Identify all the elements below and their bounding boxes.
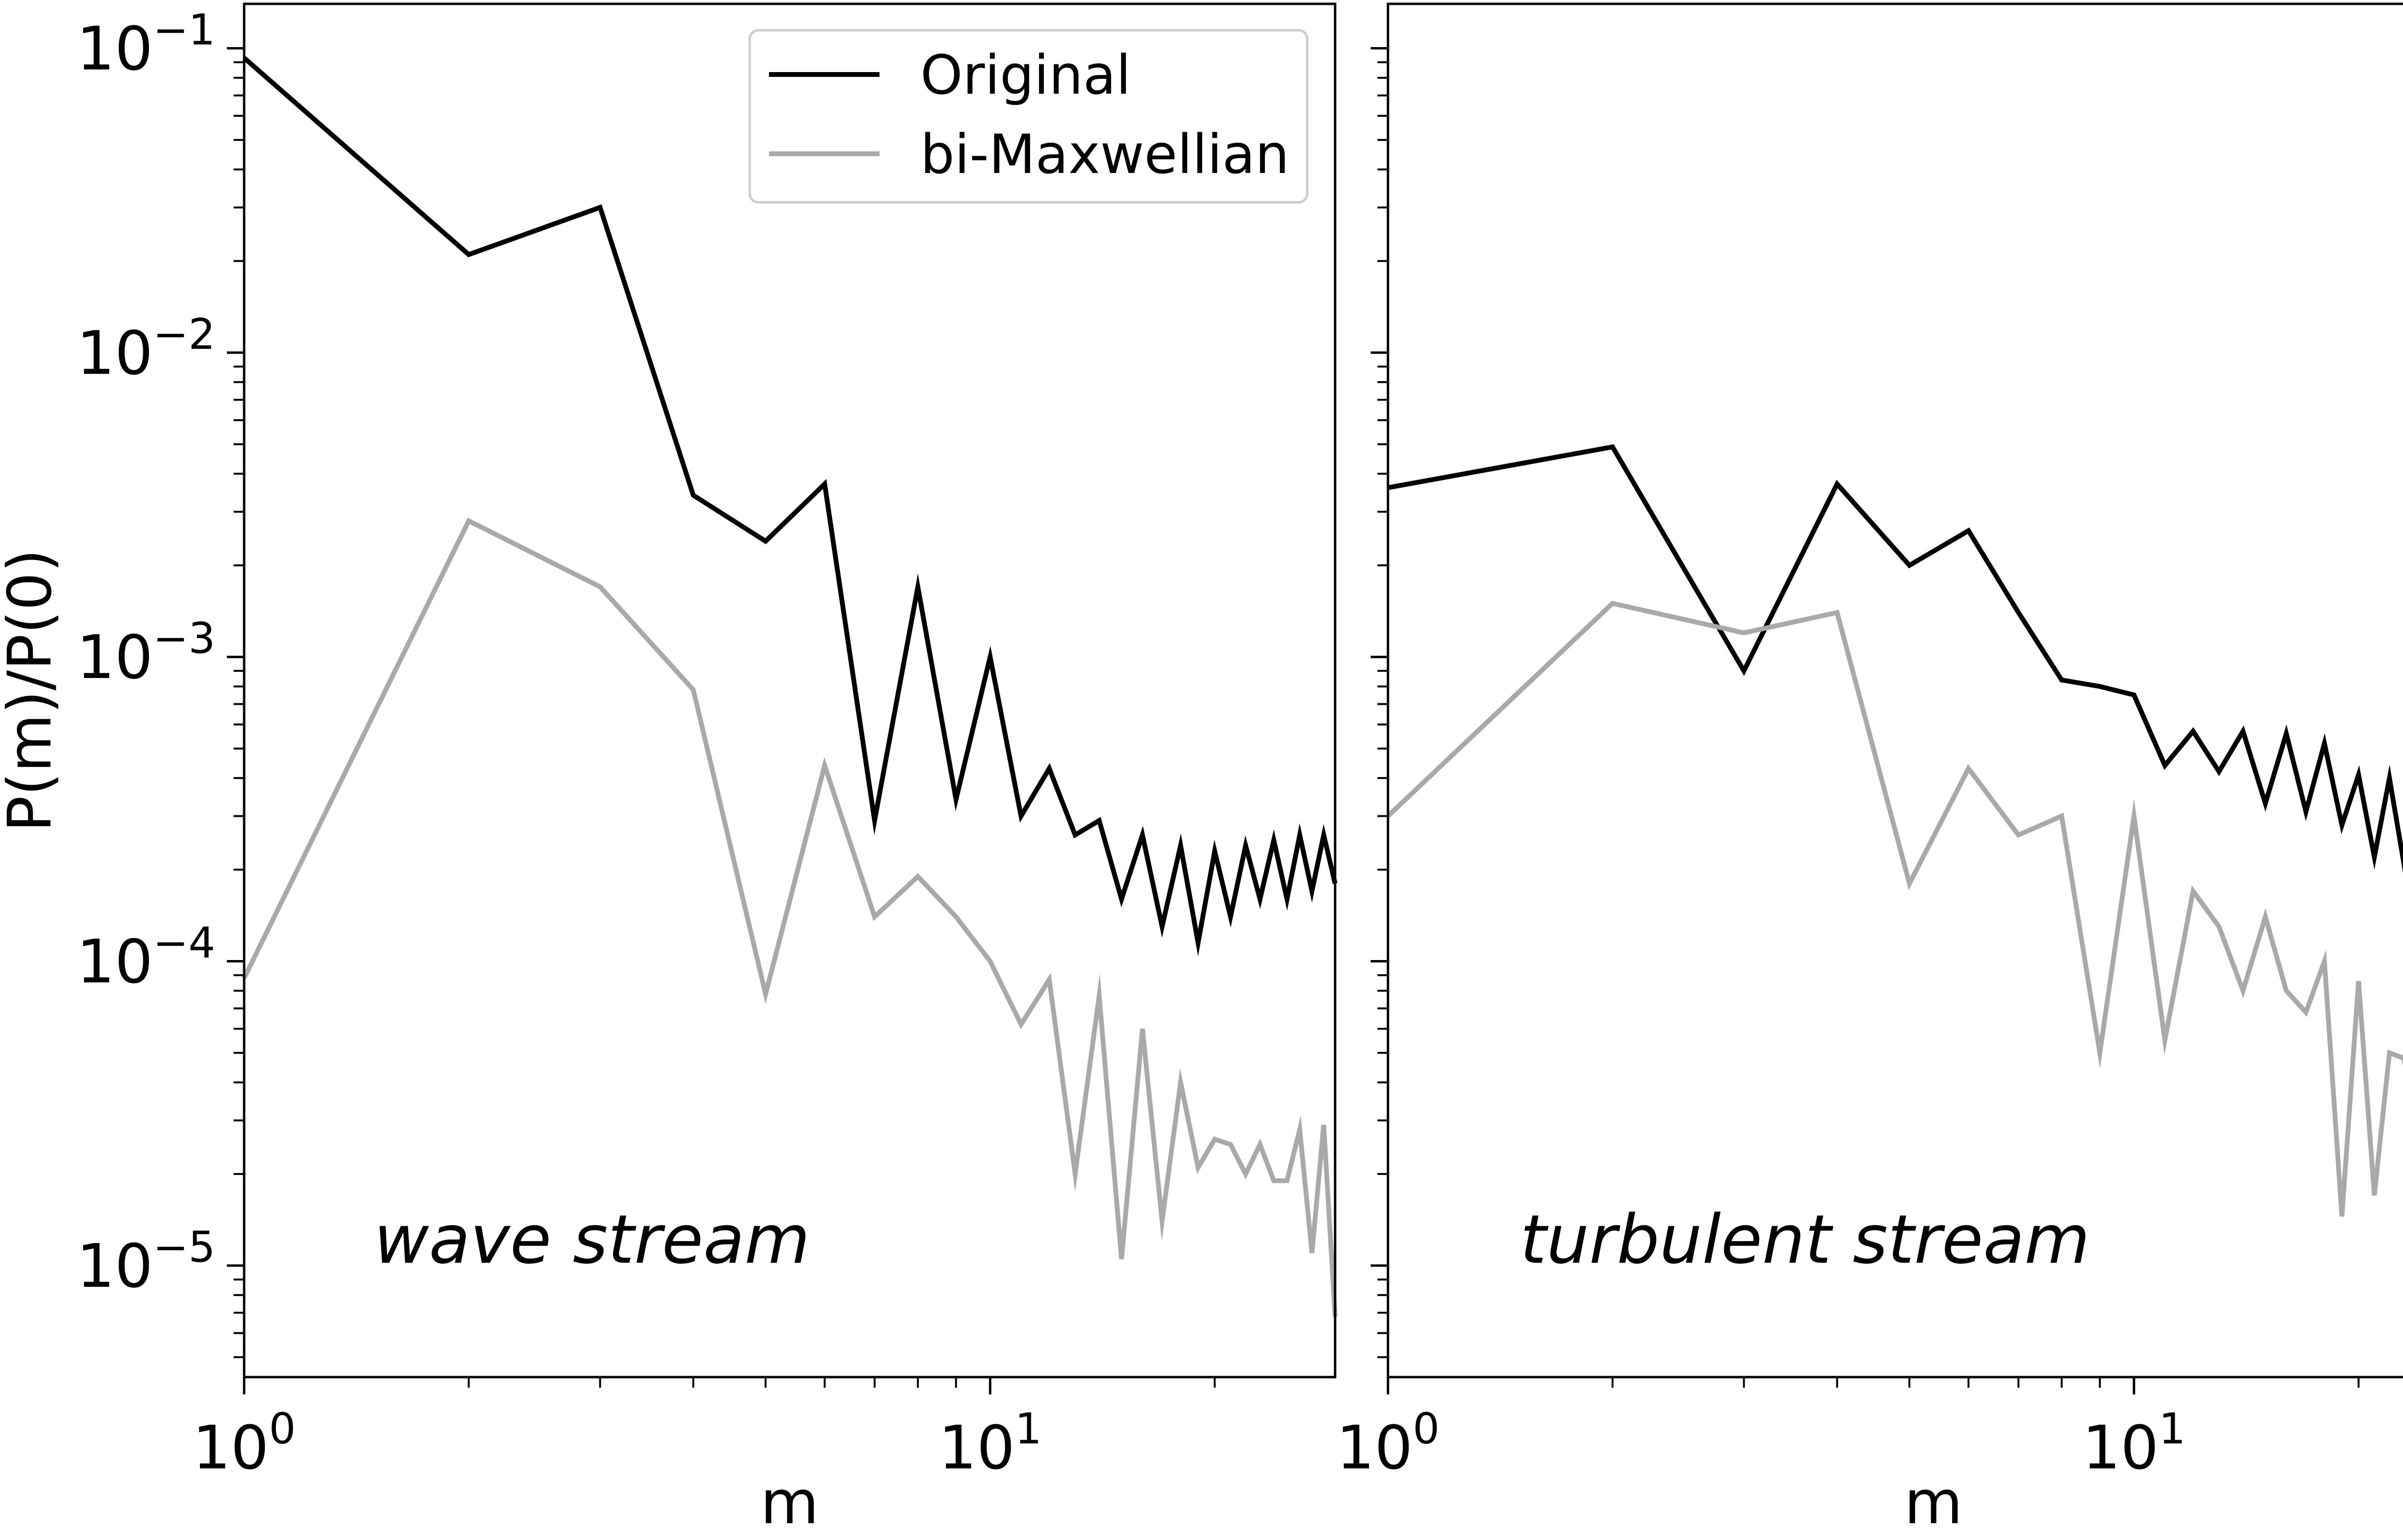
series-layer [1386, 444, 2403, 1217]
x-tick-label: 101 [2082, 1404, 2186, 1483]
annotation-turbulent-stream: turbulent stream [1520, 1201, 2090, 1279]
y-tick-label: 10−5 [76, 1222, 215, 1301]
tick-layer: 100 101 10−1 10−2 10−3 10−4 10−5 [76, 5, 1042, 1483]
series-line-bi-maxwellian [1386, 601, 2403, 1217]
series-line-bi-maxwellian [242, 517, 1338, 1317]
x-axis-title: m [760, 1468, 819, 1538]
panel-wave-stream: 100 101 10−1 10−2 10−3 10−4 10−5 wave stream m… [0, 2, 1338, 1538]
axes-frame [1387, 2, 2403, 1379]
y-tick-label: 10−2 [76, 309, 215, 388]
annotation-wave-stream: wave stream [374, 1201, 810, 1279]
y-tick-label: 10−1 [76, 5, 215, 84]
x-tick-label: 100 [192, 1404, 296, 1483]
minor-ticks [234, 61, 1216, 1388]
y-axis-title: P(m)/P(0) [0, 549, 65, 832]
x-axis-title: m [1904, 1468, 1963, 1538]
legend-entry-bi-maxwellian: bi-Maxwellian [920, 123, 1289, 186]
x-tick-label: 100 [1336, 1404, 1439, 1483]
series-line-original [242, 56, 1338, 957]
tick-layer: 100 101 [1336, 47, 2186, 1483]
legend-box [748, 29, 1309, 204]
axes-frame [243, 2, 1337, 1379]
panel-turbulent-stream: 100 101 turbulent stream m [1336, 2, 2403, 1538]
legend-entry-original: Original [920, 44, 1131, 107]
y-tick-label: 10−3 [76, 614, 215, 692]
x-tick-label: 101 [939, 1404, 1042, 1483]
series-line-original [1387, 444, 2403, 873]
minor-ticks [1377, 61, 2360, 1388]
y-tick-label: 10−4 [76, 918, 215, 997]
legend: Original bi-Maxwellian [748, 29, 1309, 204]
series-layer [242, 56, 1338, 1317]
